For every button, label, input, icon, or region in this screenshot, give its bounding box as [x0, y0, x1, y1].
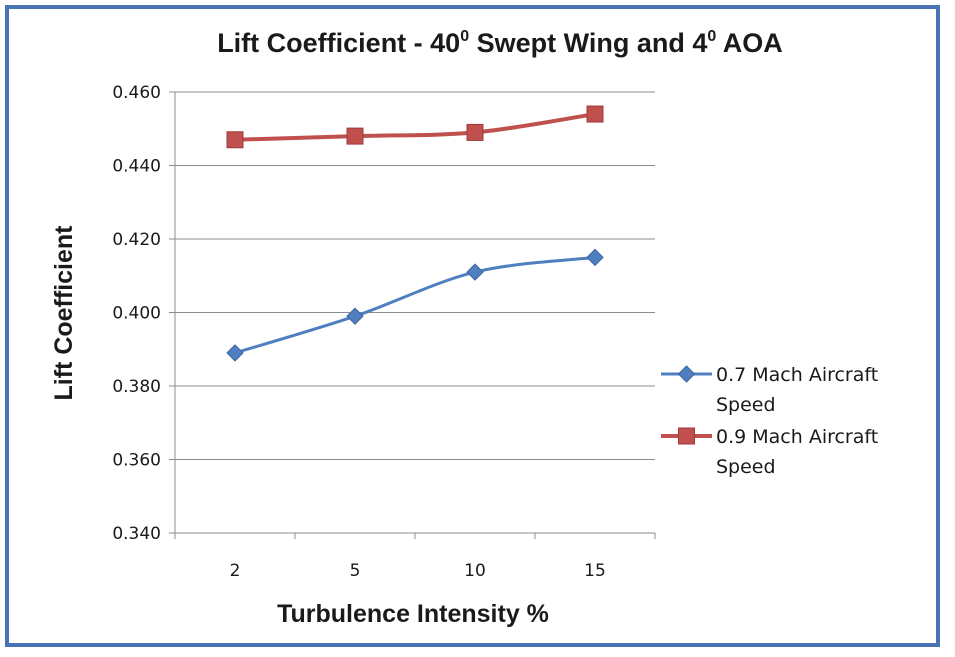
square-data-point: [226, 131, 244, 149]
x-tick-labels: 2 5 10 15: [230, 561, 606, 581]
x-axis-title: Turbulence Intensity %: [277, 600, 549, 628]
square-data-point: [466, 123, 484, 141]
gridlines: [169, 91, 655, 534]
x-tick-label: 10: [464, 561, 486, 581]
y-tick-label: 0.420: [112, 230, 161, 250]
title-part: AOA: [716, 28, 783, 58]
y-tick-label: 0.360: [112, 451, 161, 471]
x-tick-label: 15: [584, 561, 606, 581]
axes: [174, 92, 656, 539]
square-data-point: [586, 105, 604, 123]
title-superscript: 0: [707, 28, 716, 45]
legend-diamond-marker: [677, 365, 696, 383]
diamond-data-point: [226, 344, 244, 362]
x-tick-label: 2: [230, 561, 241, 581]
series: [226, 105, 604, 362]
y-tick-label: 0.340: [112, 524, 161, 544]
title-part: Lift Coefficient - 40: [217, 28, 460, 58]
legend-item: 0.9 Mach Aircraft Speed: [661, 426, 878, 478]
y-tick-label: 0.460: [112, 83, 161, 103]
legend-label: 0.9 Mach Aircraft: [716, 426, 878, 448]
series-0: [226, 248, 604, 362]
series-line: [234, 112, 596, 142]
y-axis-title: Lift Coefficient: [50, 225, 78, 401]
square-data-point: [346, 127, 364, 145]
diamond-data-point: [346, 307, 364, 325]
legend-label: Speed: [716, 394, 776, 416]
legend-item: 0.7 Mach Aircraft Speed: [661, 364, 878, 416]
legend: 0.7 Mach Aircraft Speed 0.9 Mach Aircraft S…: [661, 364, 878, 478]
legend-square-marker: [678, 427, 695, 445]
y-tick-label: 0.440: [112, 157, 161, 177]
diamond-data-point: [466, 263, 484, 281]
chart-frame: [5, 5, 940, 647]
y-tick-label: 0.400: [112, 304, 161, 324]
series-line: [234, 255, 596, 355]
series-1: [226, 105, 604, 149]
chart-title: Lift Coefficient - 400 Swept Wing and 40…: [217, 28, 783, 58]
title-superscript: 0: [460, 28, 469, 45]
x-tick-label: 5: [350, 561, 361, 581]
legend-label: Speed: [716, 456, 776, 478]
y-tick-label: 0.380: [112, 377, 161, 397]
legend-label: 0.7 Mach Aircraft: [716, 364, 878, 386]
title-part: Swept Wing and 4: [469, 28, 707, 58]
y-tick-labels: 0.340 0.360 0.380 0.400 0.420 0.440 0.460: [112, 83, 161, 544]
diamond-data-point: [586, 248, 604, 267]
